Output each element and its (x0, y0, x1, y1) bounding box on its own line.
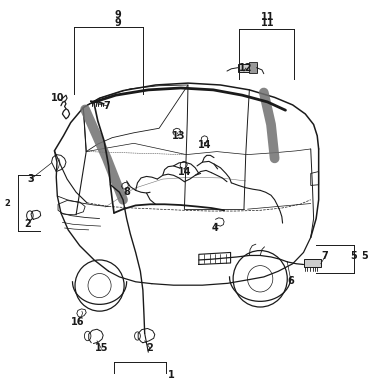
Text: 5: 5 (351, 251, 358, 261)
Text: 2: 2 (5, 199, 11, 208)
Text: 11: 11 (261, 18, 274, 28)
Bar (238, 64, 256, 72)
Text: 8: 8 (123, 187, 130, 197)
Bar (249, 62, 257, 73)
Text: 11: 11 (261, 12, 274, 22)
Text: 9: 9 (114, 18, 121, 28)
Text: 4: 4 (212, 223, 218, 233)
Text: 16: 16 (71, 317, 85, 327)
Text: 7: 7 (322, 251, 329, 261)
Text: 10: 10 (51, 93, 65, 103)
Text: 3: 3 (27, 174, 34, 184)
Bar (303, 259, 321, 267)
Text: 7: 7 (103, 101, 110, 111)
Text: 1: 1 (168, 370, 175, 380)
Text: 12: 12 (239, 63, 253, 73)
Text: 5: 5 (361, 251, 368, 261)
Text: 2: 2 (147, 343, 153, 354)
Text: 6: 6 (288, 276, 294, 286)
Text: 2: 2 (24, 219, 31, 229)
Text: 13: 13 (172, 131, 186, 141)
Text: 14: 14 (197, 140, 211, 150)
Text: 15: 15 (95, 343, 108, 354)
Text: 9: 9 (114, 10, 121, 20)
Text: 14: 14 (177, 167, 191, 176)
